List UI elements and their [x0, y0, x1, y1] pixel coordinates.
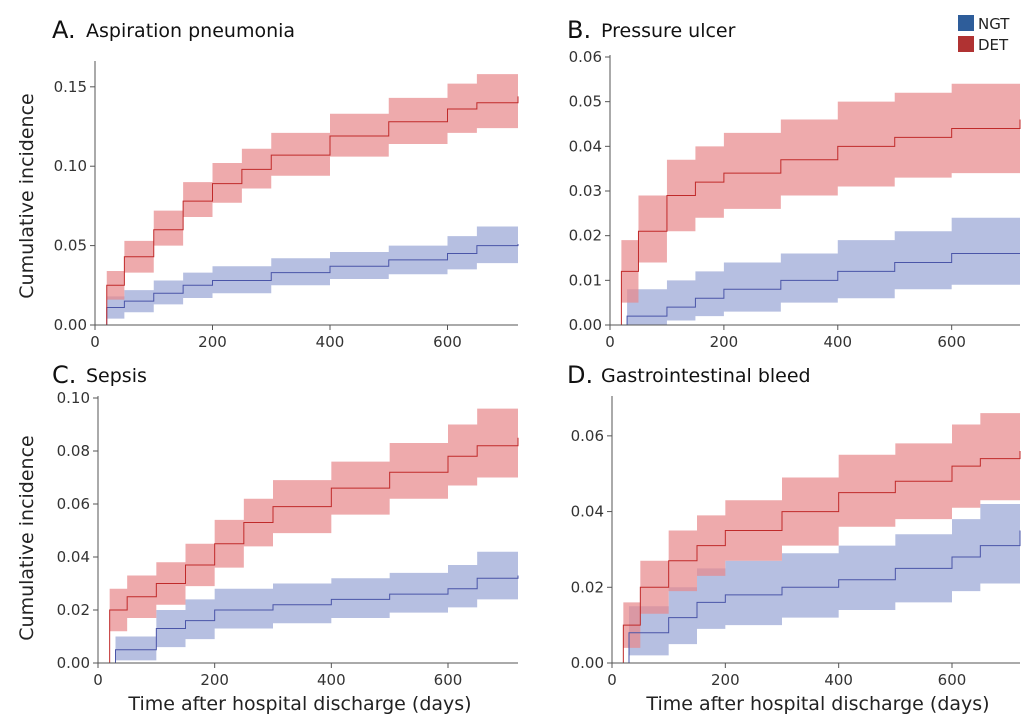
- panel-a-y-tick-label: 0.10: [54, 157, 87, 175]
- panel-a-y-tick-label: 0.05: [54, 237, 87, 255]
- panel-b-ngt-line: [610, 253, 1020, 326]
- panel-a-x-tick-label: 200: [198, 333, 227, 351]
- panel-d-det-line: [612, 451, 1021, 664]
- legend-label-det: DET: [978, 36, 1009, 54]
- panel-a-ngt-ci-band: [95, 224, 518, 325]
- panel-d-y-tick-label: 0.06: [571, 427, 604, 445]
- panel-c-y-tick-label: 0.10: [57, 389, 90, 407]
- x-axis-label-left: Time after hospital discharge (days): [127, 693, 471, 715]
- panel-c-y-tick-label: 0.08: [57, 442, 90, 460]
- panel-a-det-line: [95, 96, 519, 326]
- y-axis-label-bottom: Cumulative incidence: [16, 435, 38, 640]
- panel-a-det-ci-band: [95, 67, 518, 325]
- panel-a-title: Aspiration pneumonia: [86, 20, 295, 42]
- legend-swatch-ngt: [958, 15, 974, 31]
- panel-c-y-tick-label: 0.00: [57, 654, 90, 672]
- panel-b-ngt-ci-band: [610, 217, 1020, 325]
- panel-b-title: Pressure ulcer: [601, 20, 736, 42]
- panel-a-letter: A.: [52, 16, 76, 44]
- panel-a-ngt-line: [95, 244, 519, 326]
- panel-c-y-tick-label: 0.06: [57, 495, 90, 513]
- panel-b-x-tick-label: 400: [823, 333, 852, 351]
- panel-d-ngt-line: [612, 530, 1021, 664]
- panel-d-y-tick-label: 0.04: [571, 503, 604, 521]
- panel-d-x-tick-label: 600: [938, 671, 967, 689]
- panel-d-x-tick-label: 400: [824, 671, 853, 689]
- panel-a-x-tick-label: 400: [316, 333, 345, 351]
- panel-b-y-tick-label: 0.01: [569, 271, 602, 289]
- panel-c: C. Sepsis 0.00 0.02 0.04 0.06 0.08 0.10 0 200 40…: [52, 361, 519, 689]
- panel-c-y-tick-label: 0.02: [57, 601, 90, 619]
- panel-b-letter: B.: [567, 16, 591, 44]
- panel-a-y-tick-label: 0.00: [54, 316, 87, 334]
- panel-c-x-tick-label: 200: [200, 671, 229, 689]
- panel-b-det-line: [610, 119, 1021, 326]
- panel-b-x-tick-label: 0: [605, 333, 615, 351]
- panel-a-y-tick-label: 0.15: [54, 78, 87, 96]
- panel-c-det-ci-band: [98, 398, 518, 663]
- panel-d-det-ci-band: [612, 401, 1020, 663]
- x-axis-label-right: Time after hospital discharge (days): [645, 693, 989, 715]
- y-axis-label-top: Cumulative incidence: [16, 93, 38, 298]
- panel-c-plot: 0.00 0.02 0.04 0.06 0.08 0.10 0 200 400 600: [57, 389, 519, 689]
- legend-swatch-det: [958, 36, 974, 52]
- panel-b-x-tick-label: 200: [710, 333, 739, 351]
- panel-d-y-tick-label: 0.00: [571, 654, 604, 672]
- panel-c-x-tick-label: 0: [93, 671, 103, 689]
- panel-c-det-line: [98, 437, 519, 664]
- panel-b-plot: 0.00 0.01 0.02 0.03 0.04 0.05 0.06 0 200 400 600: [569, 48, 1021, 351]
- panel-d-x-tick-label: 200: [711, 671, 740, 689]
- panel-d-plot: 0.00 0.02 0.04 0.06 0 200 400 600: [571, 396, 1021, 689]
- panel-c-title: Sepsis: [86, 365, 147, 387]
- panel-c-y-tick-label: 0.04: [57, 548, 90, 566]
- panel-c-ngt-line: [98, 575, 519, 664]
- panel-d: D. Gastrointestinal bleed 0.000.020.040.…: [567, 361, 1021, 689]
- panel-d-y-tick-label: 0.02: [571, 578, 604, 596]
- panel-b-x-tick-label: 600: [937, 333, 966, 351]
- legend-label-ngt: NGT: [978, 15, 1010, 33]
- panel-b-y-tick-label: 0.05: [569, 93, 602, 111]
- panel-c-x-tick-label: 400: [317, 671, 346, 689]
- panel-a-plot: 0.00 0.05 0.10 0.15 0 200 400 600: [54, 61, 519, 351]
- panel-b-det-ci-band: [610, 65, 1020, 325]
- panel-d-title: Gastrointestinal bleed: [601, 365, 811, 387]
- legend: NGT DET: [958, 15, 1010, 54]
- panel-c-x-tick-label: 600: [434, 671, 463, 689]
- panel-a: A. Aspiration pneumonia 0.00 0.05 0.10 0.15…: [52, 16, 519, 351]
- panel-a-x-tick-label: 0: [90, 333, 100, 351]
- panel-d-x-tick-label: 0: [607, 671, 617, 689]
- panel-b-y-tick-label: 0.00: [569, 316, 602, 334]
- panel-b-y-tick-label: 0.02: [569, 227, 602, 245]
- panel-c-letter: C.: [52, 361, 76, 389]
- panel-d-letter: D.: [567, 361, 593, 389]
- panel-a-x-tick-label: 600: [433, 333, 462, 351]
- panel-d-ngt-ci-band: [612, 488, 1020, 663]
- panel-b-y-tick-label: 0.06: [569, 48, 602, 66]
- panel-b-y-tick-label: 0.04: [569, 137, 602, 155]
- panel-b: B. Pressure ulcer 0.000.010.020.030.040.…: [567, 16, 1021, 351]
- panel-c-ngt-ci-band: [98, 549, 518, 663]
- panel-b-y-tick-label: 0.03: [569, 182, 602, 200]
